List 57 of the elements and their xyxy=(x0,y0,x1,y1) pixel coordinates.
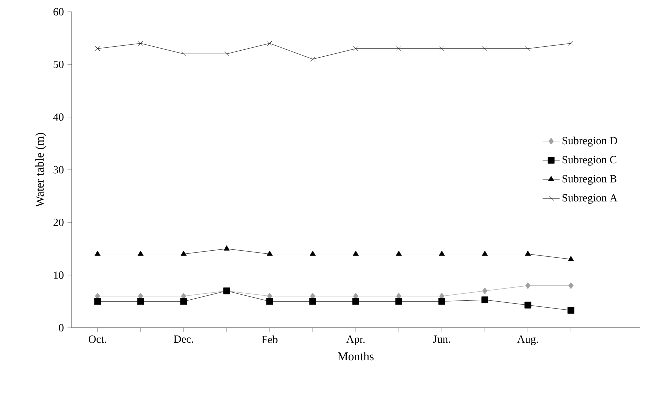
legend-label: Subregion C xyxy=(562,156,617,166)
point xyxy=(224,246,230,251)
point xyxy=(568,41,574,46)
point xyxy=(525,250,532,256)
point xyxy=(180,250,187,256)
point xyxy=(568,307,575,314)
point xyxy=(482,250,488,256)
x-tick-label: Dec. xyxy=(174,336,194,344)
point xyxy=(353,250,359,256)
x-tick-label: Jun. xyxy=(433,336,450,344)
point xyxy=(438,298,446,306)
y-tick-label: 40 xyxy=(53,114,64,122)
y-tick-label: 30 xyxy=(54,166,64,174)
x-axis-title: Months xyxy=(338,352,374,361)
y-tick-label: 20 xyxy=(54,218,64,226)
x-tick-label: Apr. xyxy=(346,336,365,346)
point xyxy=(482,288,488,295)
legend-label: Subregion D xyxy=(562,136,618,147)
point xyxy=(266,250,273,256)
point xyxy=(95,46,100,52)
point xyxy=(396,298,402,306)
point xyxy=(526,46,531,52)
point xyxy=(310,250,316,256)
y-tick-label: 10 xyxy=(54,272,64,280)
point xyxy=(396,46,402,52)
point xyxy=(224,52,230,57)
point xyxy=(482,46,488,52)
point xyxy=(396,250,402,256)
y-tick-label: 60 xyxy=(54,8,64,16)
point xyxy=(137,298,144,306)
point xyxy=(138,41,144,46)
point xyxy=(267,41,272,46)
point xyxy=(524,302,532,309)
y-axis-title: Water table (m) xyxy=(36,133,46,208)
point xyxy=(266,298,274,306)
point xyxy=(138,250,144,256)
point xyxy=(439,250,446,256)
point xyxy=(482,296,488,304)
point xyxy=(94,298,102,306)
y-tick-label: 50 xyxy=(54,60,64,68)
x-tick-label: Oct. xyxy=(88,336,106,344)
point xyxy=(180,298,188,306)
point xyxy=(568,282,574,290)
x-tick-label: Aug. xyxy=(517,336,538,346)
point xyxy=(94,250,101,256)
point xyxy=(440,46,445,52)
legend-label: Subregion B xyxy=(562,174,617,185)
point xyxy=(526,282,531,290)
x-tick-label: Feb xyxy=(262,336,278,344)
point xyxy=(310,298,316,306)
legend-label: Subregion A xyxy=(562,194,618,204)
point xyxy=(310,56,316,62)
point xyxy=(352,298,360,306)
point xyxy=(181,52,186,57)
point xyxy=(568,256,574,262)
point xyxy=(354,46,358,52)
y-tick-label: 0 xyxy=(59,324,64,332)
